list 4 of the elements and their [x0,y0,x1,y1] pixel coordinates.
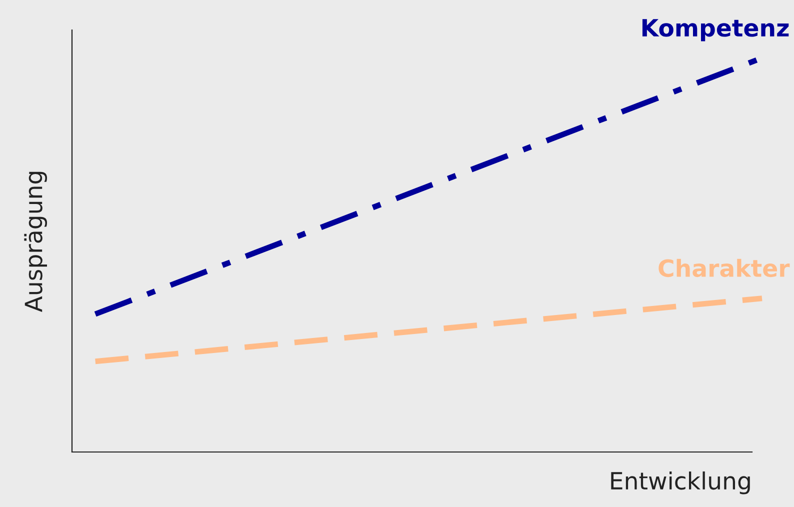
series-label: Kompetenz [642,19,789,42]
x-axis-title: Entwicklung [611,471,750,494]
series-label: Charakter [658,258,790,278]
y-axis-title: Ausprägung [24,172,47,312]
